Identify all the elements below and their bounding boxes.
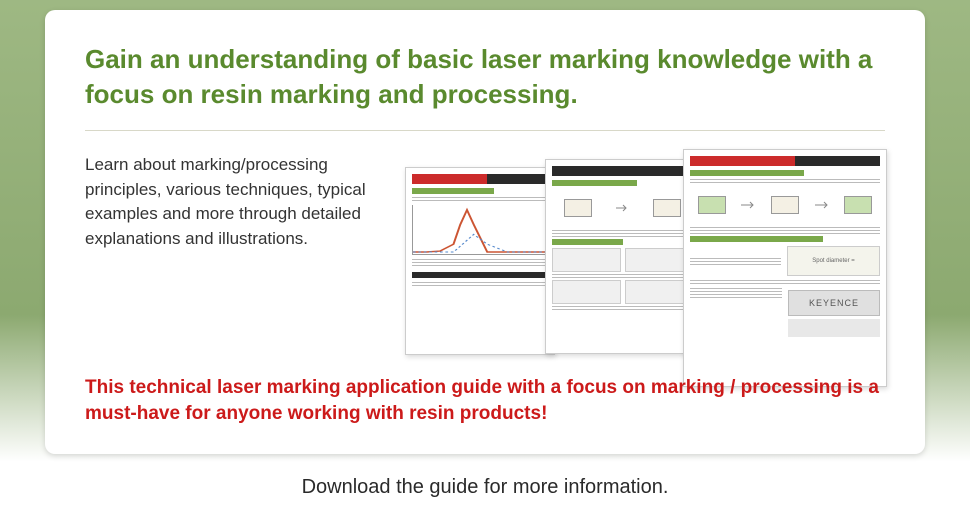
thumb-diagram (552, 190, 693, 226)
callout-text: This technical laser marking application… (85, 375, 885, 428)
thumb-title-bar (552, 166, 693, 176)
thumb-sample-row (552, 248, 693, 272)
guide-page-thumbnail: Spot diameter = KEYENCE (683, 149, 887, 387)
promo-banner: Gain an understanding of basic laser mar… (0, 0, 970, 525)
content-row: Learn about marking/processing principle… (85, 153, 885, 353)
text-column: Learn about marking/processing principle… (85, 153, 385, 353)
thumb-subheader (552, 180, 637, 186)
thumb-subheader (690, 170, 804, 176)
thumb-diagram (690, 187, 880, 223)
thumb-graph (412, 205, 548, 255)
divider (85, 130, 885, 131)
thumb-sample-row (552, 280, 693, 304)
guide-page-thumbnail (405, 167, 555, 355)
thumb-title-bar (690, 156, 880, 166)
brand-box: KEYENCE (788, 290, 880, 316)
body-text: Learn about marking/processing principle… (85, 153, 385, 252)
thumb-subheader (412, 188, 494, 194)
thumbnails-area: Spot diameter = KEYENCE (405, 153, 885, 353)
footer-cta: Download the guide for more information. (45, 476, 925, 499)
headline: Gain an understanding of basic laser mar… (85, 42, 885, 112)
thumb-title-bar (412, 174, 548, 184)
guide-page-thumbnail (545, 159, 700, 354)
content-card: Gain an understanding of basic laser mar… (45, 10, 925, 454)
